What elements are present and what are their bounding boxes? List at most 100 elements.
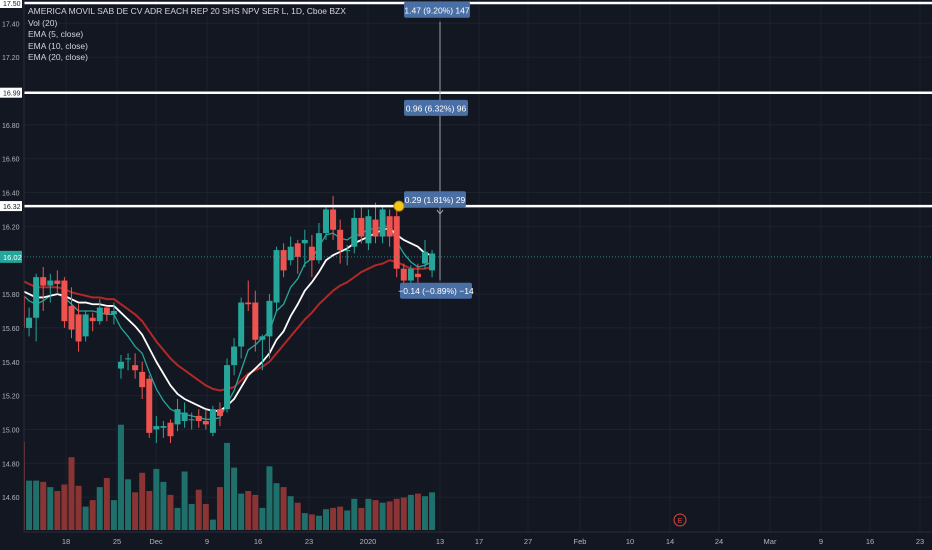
alert-marker-icon (393, 200, 405, 212)
candle-body (337, 229, 344, 251)
indicator-ema10: EMA (10, close) (28, 40, 88, 51)
volume-bar (89, 500, 96, 530)
candle-body (68, 305, 75, 330)
x-tick-label: Dec (149, 537, 163, 546)
volume-bar (358, 507, 365, 530)
volume-bars (19, 424, 436, 530)
candle-body (344, 250, 351, 252)
y-tick-label: 14.80 (2, 461, 20, 468)
candle-body (308, 246, 315, 261)
volume-bar (421, 496, 428, 530)
volume-bar (365, 498, 372, 530)
candle-body (386, 216, 393, 237)
candle-body (146, 378, 153, 433)
volume-bar (202, 504, 209, 530)
volume-bar (174, 507, 181, 530)
candle-body (40, 277, 47, 286)
candle-body (174, 409, 181, 425)
candle-body (287, 246, 294, 261)
candle-body (393, 216, 400, 269)
candle-body (82, 314, 89, 337)
volume-bar (287, 496, 294, 530)
candle-body (301, 239, 308, 244)
earnings-event-icon: E (673, 513, 687, 527)
candle-body (160, 426, 167, 428)
measure-label-text: 0.96 (6.32%) 96 (406, 103, 467, 113)
volume-bar (68, 457, 75, 530)
measure-label: 1.47 (9.20%) 147 (404, 1, 470, 18)
volume-bar (96, 487, 103, 530)
candle-body (323, 209, 330, 234)
x-tick-label: 24 (715, 537, 723, 546)
x-tick-label: Mar (764, 537, 777, 546)
last-price-label: 16.02 (3, 253, 22, 262)
chart-legend: AMERICA MOVIL SAB DE CV ADR EACH REP 20 … (28, 6, 346, 64)
candles (19, 195, 436, 443)
candle-body (153, 426, 160, 430)
y-tick-label: 17.40 (2, 21, 20, 28)
volume-bar (167, 494, 174, 530)
candle-body (358, 217, 365, 237)
candle-body (315, 233, 322, 261)
candle-body (96, 307, 103, 322)
y-tick-label: 17.20 (2, 55, 20, 62)
volume-bar (117, 424, 124, 530)
volume-bar (216, 487, 223, 530)
volume-bar (146, 491, 153, 530)
x-tick-label: 10 (626, 537, 634, 546)
volume-bar (280, 487, 287, 530)
measure-label-text: 0.29 (1.81%) 29 (405, 195, 466, 205)
candle-body (429, 253, 436, 271)
y-tick-label: 14.60 (2, 495, 20, 502)
candle-body (259, 336, 266, 340)
candle-body (379, 209, 386, 237)
y-tick-label: 16.20 (2, 224, 20, 231)
volume-bar (308, 514, 315, 530)
candle-body (421, 251, 428, 264)
volume-bar (40, 481, 47, 530)
x-tick-label: 23 (916, 537, 924, 546)
candle-body (75, 314, 82, 342)
candle-body (245, 302, 252, 305)
volume-bar (344, 510, 351, 530)
measure-label-text: 1.47 (9.20%) 147 (404, 5, 469, 15)
volume-bar (301, 513, 308, 530)
x-tick-label: 27 (524, 537, 532, 546)
volume-bar (188, 504, 195, 530)
x-tick-label: 9 (205, 537, 209, 546)
volume-bar (393, 498, 400, 530)
candle-body (202, 421, 209, 425)
volume-bar (110, 500, 117, 530)
volume-bar (351, 498, 358, 530)
volume-bar (400, 497, 407, 530)
measure-label-bg (400, 282, 472, 299)
volume-bar (153, 468, 160, 530)
volume-bar (372, 500, 379, 530)
y-tick-label: 15.80 (2, 292, 20, 299)
candle-body (195, 415, 202, 421)
volume-bar (337, 506, 344, 530)
volume-bar (252, 494, 259, 530)
y-tick-label: 15.20 (2, 394, 20, 401)
candle-body (89, 317, 96, 322)
grid (24, 0, 932, 532)
candle-body (280, 250, 287, 271)
x-tick-label: 16 (254, 537, 262, 546)
volume-bar (132, 492, 139, 530)
candle-body (139, 371, 146, 388)
price-line-label: 17.50 (3, 1, 21, 8)
x-tick-label: 17 (475, 537, 483, 546)
measure-label-text: −0.14 (−0.89%) −14 (398, 286, 474, 296)
volume-bar (33, 480, 40, 530)
candle-body (294, 243, 301, 257)
volume-bar (238, 493, 245, 530)
candle-body (47, 280, 54, 286)
volume-bar (379, 502, 386, 530)
volume-bar (429, 492, 436, 530)
candle-body (330, 209, 337, 230)
measure-label-bg (404, 191, 466, 208)
volume-bar (245, 491, 252, 530)
indicator-ema5: EMA (5, close) (28, 29, 84, 39)
